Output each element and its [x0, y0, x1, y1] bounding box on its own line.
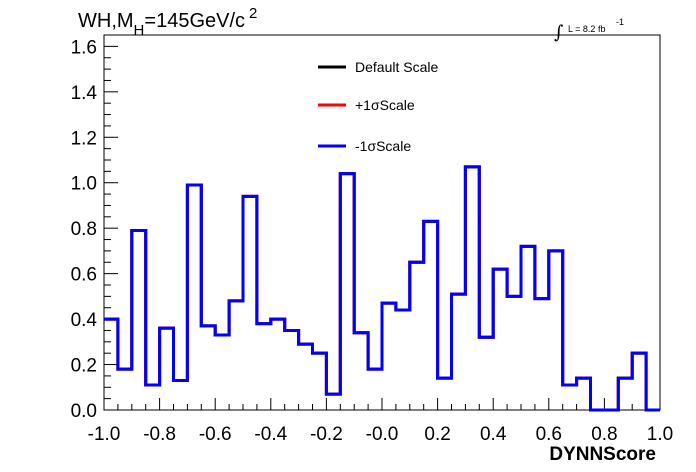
x-tick-label: -1.0: [88, 424, 121, 445]
x-tick-label: 1.0: [647, 424, 673, 445]
y-tick-label: 0.4: [71, 310, 98, 331]
y-tick-label: 0.6: [71, 265, 97, 286]
legend-label-minus1sigma: -1σScale: [355, 138, 411, 154]
legend-label-plus1sigma: +1σScale: [355, 97, 415, 113]
y-tick-label: 1.0: [71, 174, 97, 195]
lumi-superscript: -1: [616, 17, 624, 27]
series-layer: [104, 165, 660, 412]
legend: Default Scale +1σScale -1σScale: [318, 59, 438, 154]
y-tick-label: 0.0: [71, 401, 97, 422]
x-tick-label: 0.8: [591, 424, 617, 445]
y-tick-label: 0.8: [71, 219, 97, 240]
lumi-label: ∫ L = 8.2 fb -1: [554, 17, 624, 43]
x-tick-label: 0.2: [424, 424, 450, 445]
x-axis-label: DYNNScore: [549, 444, 656, 465]
x-tick-label: -0.0: [366, 424, 399, 445]
x-axis: -1.0 -0.8 -0.6 -0.4 -0.2 -0.0 0.2 0.4 0.6 0.8 1.0: [88, 398, 673, 445]
x-tick-label: -0.2: [310, 424, 343, 445]
legend-label-default: Default Scale: [355, 59, 438, 75]
x-tick-label: -0.8: [143, 424, 176, 445]
x-tick-label: 0.6: [536, 424, 562, 445]
x-tick-label: -0.6: [199, 424, 232, 445]
integral-sign: ∫: [554, 22, 564, 43]
x-tick-label: -0.4: [254, 424, 287, 445]
chart-title: WH,MH=145GeV/c 2: [78, 5, 257, 39]
lumi-text: L = 8.2 fb: [568, 24, 605, 34]
y-tick-label: 1.2: [71, 128, 97, 149]
y-tick-label: 1.4: [71, 83, 98, 104]
y-tick-label: 1.6: [71, 37, 97, 58]
y-axis: 0.0 0.2 0.4 0.6 0.8 1.0 1.2 1.4 1.6: [71, 34, 118, 422]
x-tick-label: 0.4: [480, 424, 507, 445]
series-line-minus1sigma-scale: [104, 165, 660, 412]
y-tick-label: 0.2: [71, 356, 97, 377]
